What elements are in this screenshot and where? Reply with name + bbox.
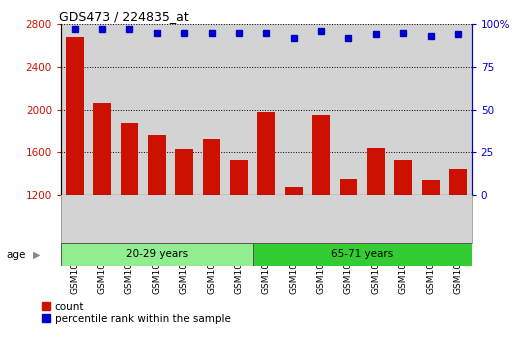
Text: ▶: ▶ xyxy=(33,250,40,259)
Legend: count, percentile rank within the sample: count, percentile rank within the sample xyxy=(42,302,231,324)
Bar xyxy=(367,148,385,323)
Text: age: age xyxy=(6,250,26,259)
Bar xyxy=(449,169,467,323)
Bar xyxy=(93,103,111,323)
Bar xyxy=(230,160,248,323)
Bar xyxy=(148,135,166,323)
Bar xyxy=(66,37,84,323)
Bar xyxy=(202,139,220,323)
Bar xyxy=(120,124,138,323)
Bar xyxy=(258,112,275,323)
Bar xyxy=(312,115,330,323)
Bar xyxy=(285,187,303,323)
Bar xyxy=(340,179,357,323)
Bar xyxy=(394,160,412,323)
Bar xyxy=(61,243,253,266)
Text: 20-29 years: 20-29 years xyxy=(126,249,188,259)
Text: GDS473 / 224835_at: GDS473 / 224835_at xyxy=(59,10,189,23)
Bar xyxy=(175,149,193,323)
Text: 65-71 years: 65-71 years xyxy=(331,249,393,259)
Bar xyxy=(253,243,472,266)
Bar xyxy=(422,180,439,323)
